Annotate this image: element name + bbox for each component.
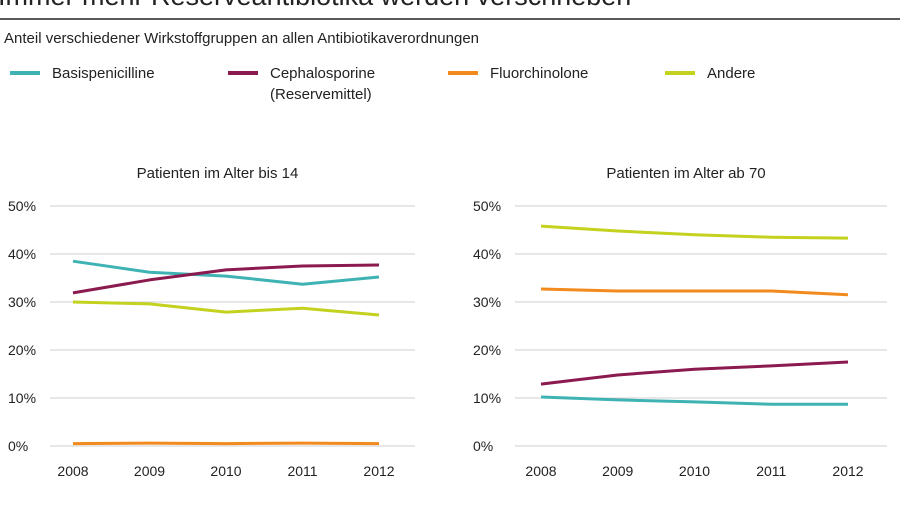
series-line <box>540 360 849 386</box>
y-tick-label: 30% <box>8 294 36 310</box>
x-tick-label: 2012 <box>832 463 863 479</box>
y-tick-label: 50% <box>8 198 36 214</box>
series-line <box>540 287 849 297</box>
y-tick-label: 20% <box>473 342 501 358</box>
x-tick-label: 2008 <box>525 463 556 479</box>
y-tick-label: 20% <box>8 342 36 358</box>
legend-item: Fluorchinolone <box>448 63 640 84</box>
legend-label: Basispenicilline <box>52 65 155 82</box>
series-line <box>540 224 849 240</box>
y-tick-label: 10% <box>8 390 36 406</box>
legend-item: Basispenicilline <box>10 63 202 84</box>
panel-title: Patienten im Alter bis 14 <box>137 165 299 182</box>
series-line <box>72 259 380 286</box>
x-tick-label: 2012 <box>363 463 394 479</box>
x-tick-label: 2010 <box>679 463 710 479</box>
legend-swatch <box>10 71 40 75</box>
y-tick-label: 0% <box>8 438 28 454</box>
x-tick-label: 2010 <box>210 463 241 479</box>
series-line <box>72 300 380 317</box>
series-line <box>72 263 380 295</box>
series-line <box>540 395 848 406</box>
y-tick-label: 0% <box>473 438 493 454</box>
x-tick-label: 2008 <box>57 463 88 479</box>
y-tick-label: 50% <box>473 198 501 214</box>
legend-swatch <box>665 71 695 75</box>
panel-title: Patienten im Alter ab 70 <box>606 165 765 182</box>
x-tick-label: 2011 <box>756 463 786 479</box>
legend-label: Fluorchinolone <box>490 65 589 82</box>
legend-label: Andere <box>707 65 756 82</box>
x-tick-label: 2009 <box>134 463 165 479</box>
legend-swatch <box>448 71 478 75</box>
y-tick-label: 40% <box>8 246 36 262</box>
subtitle: Anteil verschiedener Wirkstoffgruppen an… <box>4 30 479 47</box>
y-tick-label: 30% <box>473 294 501 310</box>
y-tick-label: 40% <box>473 246 501 262</box>
x-tick-label: 2009 <box>602 463 633 479</box>
legend-item: Andere <box>665 63 857 84</box>
legend-swatch <box>228 71 258 75</box>
x-tick-label: 2011 <box>287 463 317 479</box>
legend-label: Cephalosporine (Reservemittel) <box>270 65 376 103</box>
y-tick-label: 10% <box>473 390 501 406</box>
legend-item: Cephalosporine (Reservemittel) <box>228 63 420 105</box>
page-title: Immer mehr Reserveantibiotika werden ver… <box>0 0 631 11</box>
